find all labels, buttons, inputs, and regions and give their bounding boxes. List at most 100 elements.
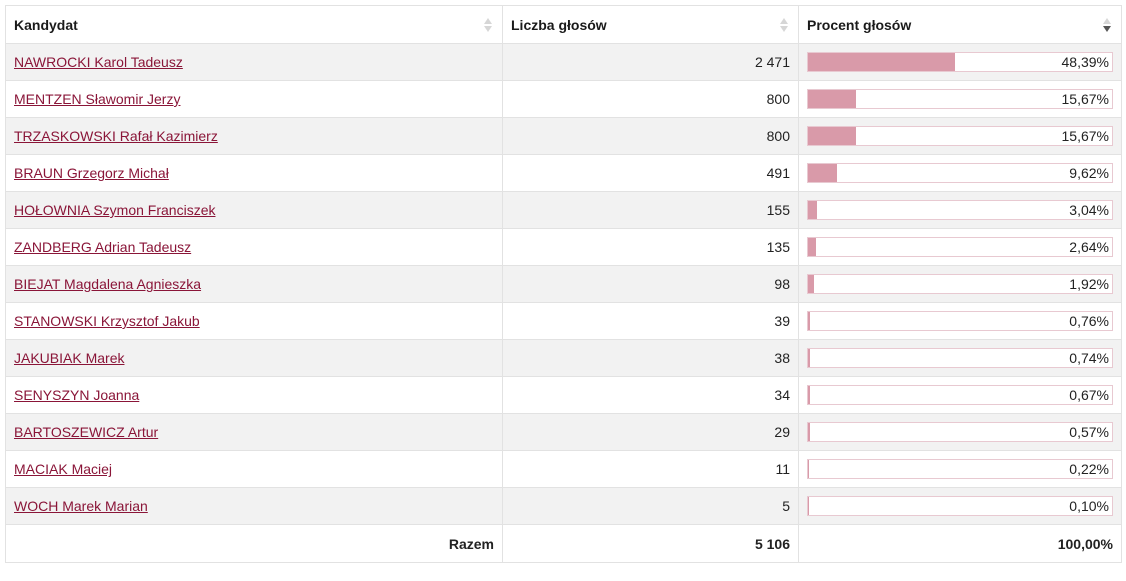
percent-label: 0,74% (1069, 350, 1109, 366)
votes-cell: 11 (502, 450, 799, 488)
candidate-cell: TRZASKOWSKI Rafał Kazimierz (5, 117, 503, 155)
percent-cell: 0,74% (798, 339, 1122, 377)
candidate-cell: SENYSZYN Joanna (5, 376, 503, 414)
candidate-link[interactable]: BARTOSZEWICZ Artur (14, 424, 159, 440)
total-votes: 5 106 (502, 524, 799, 563)
candidate-link[interactable]: HOŁOWNIA Szymon Franciszek (14, 202, 216, 218)
votes-cell: 34 (502, 376, 799, 414)
percent-bar-fill (808, 349, 811, 367)
candidate-link[interactable]: SENYSZYN Joanna (14, 387, 140, 403)
percent-label: 9,62% (1069, 165, 1109, 181)
candidate-link[interactable]: BIEJAT Magdalena Agnieszka (14, 276, 202, 292)
candidate-link[interactable]: WOCH Marek Marian (14, 498, 148, 514)
percent-cell: 15,67% (798, 117, 1122, 155)
table-row: NAWROCKI Karol Tadeusz 2 471 48,39% (5, 43, 1122, 81)
percent-bar: 0,74% (807, 348, 1113, 368)
total-row: Razem 5 106 100,00% (5, 524, 1122, 563)
votes-cell: 5 (502, 487, 799, 525)
percent-cell: 2,64% (798, 228, 1122, 266)
candidate-link[interactable]: TRZASKOWSKI Rafał Kazimierz (14, 128, 218, 144)
results-table: Kandydat Liczba głosów Procent głosów NA… (5, 5, 1122, 563)
percent-cell: 0,67% (798, 376, 1122, 414)
percent-cell: 9,62% (798, 154, 1122, 192)
percent-bar-fill (808, 460, 809, 478)
total-label: Razem (5, 524, 503, 563)
table-row: HOŁOWNIA Szymon Franciszek 155 3,04% (5, 191, 1122, 229)
sort-icon[interactable] (484, 16, 492, 34)
percent-bar: 0,57% (807, 422, 1113, 442)
votes-cell: 98 (502, 265, 799, 303)
column-header-votes-label: Liczba głosów (511, 16, 607, 33)
percent-bar: 2,64% (807, 237, 1113, 257)
percent-label: 2,64% (1069, 239, 1109, 255)
percent-bar: 0,22% (807, 459, 1113, 479)
table-row: WOCH Marek Marian 5 0,10% (5, 487, 1122, 525)
percent-bar: 48,39% (807, 52, 1113, 72)
percent-bar: 0,76% (807, 311, 1113, 331)
column-header-candidate[interactable]: Kandydat (5, 5, 503, 44)
percent-bar-fill (808, 312, 811, 330)
candidate-link[interactable]: MENTZEN Sławomir Jerzy (14, 91, 181, 107)
column-header-votes[interactable]: Liczba głosów (502, 5, 799, 44)
header-row: Kandydat Liczba głosów Procent głosów (5, 5, 1122, 44)
percent-label: 3,04% (1069, 202, 1109, 218)
candidate-cell: MENTZEN Sławomir Jerzy (5, 80, 503, 118)
percent-bar: 15,67% (807, 126, 1113, 146)
percent-cell: 0,57% (798, 413, 1122, 451)
percent-bar-fill (808, 386, 811, 404)
table-row: SENYSZYN Joanna 34 0,67% (5, 376, 1122, 414)
column-header-candidate-label: Kandydat (14, 16, 78, 33)
percent-bar: 0,10% (807, 496, 1113, 516)
candidate-cell: HOŁOWNIA Szymon Franciszek (5, 191, 503, 229)
percent-bar-fill (808, 201, 818, 219)
candidate-link[interactable]: JAKUBIAK Marek (14, 350, 125, 366)
percent-label: 0,10% (1069, 498, 1109, 514)
candidate-cell: STANOWSKI Krzysztof Jakub (5, 302, 503, 340)
percent-bar: 0,67% (807, 385, 1113, 405)
table-row: BARTOSZEWICZ Artur 29 0,57% (5, 413, 1122, 451)
percent-cell: 15,67% (798, 80, 1122, 118)
table-row: STANOWSKI Krzysztof Jakub 39 0,76% (5, 302, 1122, 340)
candidate-link[interactable]: STANOWSKI Krzysztof Jakub (14, 313, 200, 329)
percent-cell: 0,76% (798, 302, 1122, 340)
votes-cell: 38 (502, 339, 799, 377)
votes-cell: 135 (502, 228, 799, 266)
percent-bar-fill (808, 238, 817, 256)
candidate-cell: WOCH Marek Marian (5, 487, 503, 525)
percent-bar-fill (808, 423, 810, 441)
candidate-link[interactable]: MACIAK Maciej (14, 461, 113, 477)
percent-cell: 0,22% (798, 450, 1122, 488)
candidate-cell: NAWROCKI Karol Tadeusz (5, 43, 503, 81)
percent-bar-fill (808, 275, 814, 293)
candidate-link[interactable]: BRAUN Grzegorz Michał (14, 165, 169, 181)
column-header-percent[interactable]: Procent głosów (798, 5, 1122, 44)
votes-cell: 800 (502, 117, 799, 155)
percent-bar: 9,62% (807, 163, 1113, 183)
percent-bar-fill (808, 164, 838, 182)
votes-cell: 155 (502, 191, 799, 229)
votes-cell: 491 (502, 154, 799, 192)
votes-cell: 2 471 (502, 43, 799, 81)
percent-bar-fill (808, 90, 856, 108)
candidate-link[interactable]: NAWROCKI Karol Tadeusz (14, 54, 183, 70)
table-row: BIEJAT Magdalena Agnieszka 98 1,92% (5, 265, 1122, 303)
percent-label: 1,92% (1069, 276, 1109, 292)
table-row: BRAUN Grzegorz Michał 491 9,62% (5, 154, 1122, 192)
sort-desc-icon[interactable] (1103, 16, 1111, 34)
candidate-link[interactable]: ZANDBERG Adrian Tadeusz (14, 239, 192, 255)
column-header-percent-label: Procent głosów (807, 16, 912, 33)
sort-icon[interactable] (780, 16, 788, 34)
candidate-cell: BARTOSZEWICZ Artur (5, 413, 503, 451)
table-row: JAKUBIAK Marek 38 0,74% (5, 339, 1122, 377)
percent-cell: 3,04% (798, 191, 1122, 229)
percent-label: 0,76% (1069, 313, 1109, 329)
candidate-cell: ZANDBERG Adrian Tadeusz (5, 228, 503, 266)
percent-label: 0,22% (1069, 461, 1109, 477)
candidate-cell: BIEJAT Magdalena Agnieszka (5, 265, 503, 303)
total-percent: 100,00% (798, 524, 1122, 563)
table-row: ZANDBERG Adrian Tadeusz 135 2,64% (5, 228, 1122, 266)
percent-label: 15,67% (1061, 128, 1109, 144)
votes-cell: 800 (502, 80, 799, 118)
candidate-cell: JAKUBIAK Marek (5, 339, 503, 377)
table-row: MENTZEN Sławomir Jerzy 800 15,67% (5, 80, 1122, 118)
